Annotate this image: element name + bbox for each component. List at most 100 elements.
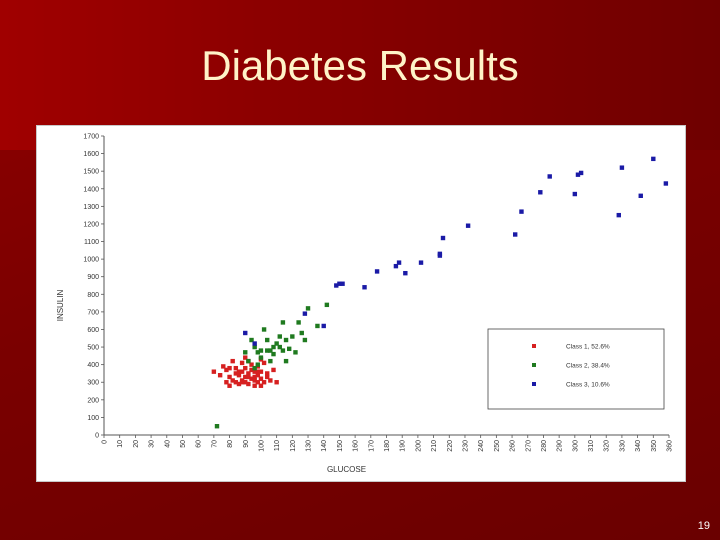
data-point-class-1: [243, 380, 248, 385]
data-point-class-1: [265, 371, 270, 376]
x-tick-label: 170: [368, 440, 375, 452]
data-point-class-2: [258, 355, 264, 360]
data-point-class-3: [252, 341, 257, 346]
y-tick-label: 1600: [83, 151, 99, 158]
legend-entry: Class 2, 38.4%: [566, 363, 610, 370]
data-point-class-3: [619, 165, 625, 170]
data-point-class-1: [239, 380, 245, 385]
y-tick-label: 1300: [83, 204, 99, 211]
data-point-class-1: [236, 373, 242, 378]
data-point-class-3: [396, 260, 402, 265]
data-point-class-2: [274, 341, 279, 346]
data-point-class-3: [663, 181, 669, 186]
data-point-class-1: [261, 360, 267, 366]
x-tick-label: 160: [353, 440, 360, 452]
data-point-class-3: [403, 270, 408, 276]
data-point-class-2: [280, 320, 286, 325]
data-point-class-1: [252, 378, 257, 383]
data-point-class-1: [221, 364, 226, 369]
legend-swatch: [532, 363, 536, 367]
x-tick-label: 0: [102, 440, 109, 444]
chart-frame: 0 100 200 300 400 500 600 700 800 900 1000 1100 1200…: [36, 125, 686, 482]
x-tick-label: 310: [588, 440, 595, 452]
x-tick-label: 250: [494, 440, 501, 452]
data-point-class-2: [265, 348, 270, 353]
data-point-class-2: [268, 358, 273, 364]
data-point-class-1: [249, 362, 254, 367]
x-tick-label: 50: [180, 440, 187, 448]
y-tick-label: 400: [87, 362, 99, 369]
data-point-class-1: [252, 383, 257, 388]
data-point-class-1: [239, 369, 245, 374]
legend-swatch: [532, 382, 536, 386]
y-tick-label: 0: [95, 433, 99, 440]
data-point-class-2: [249, 337, 254, 343]
data-point-class-3: [302, 311, 308, 316]
data-point-class-2: [280, 348, 286, 353]
data-point-class-2: [271, 351, 276, 357]
y-tick-label: 1000: [83, 257, 99, 264]
data-point-class-3: [638, 193, 643, 198]
data-point-class-2: [302, 337, 308, 343]
data-point-class-1: [255, 369, 261, 374]
data-point-class-3: [437, 253, 443, 258]
data-point-class-2: [268, 348, 273, 353]
data-point-class-1: [227, 374, 232, 380]
data-point-class-3: [374, 269, 380, 274]
data-point-class-2: [286, 346, 292, 352]
data-point-class-3: [440, 235, 446, 241]
data-point-class-3: [321, 323, 326, 329]
data-point-class-3: [512, 232, 518, 237]
x-tick-label: 190: [400, 440, 407, 452]
x-tick-label: 130: [306, 440, 313, 452]
x-tick-label: 90: [243, 440, 250, 448]
data-point-class-2: [246, 358, 251, 364]
slide-number: 19: [697, 520, 710, 532]
data-point-class-1: [233, 380, 239, 385]
legend-swatch: [532, 344, 536, 348]
data-point-class-2: [305, 306, 311, 311]
data-point-class-1: [227, 383, 232, 388]
y-tick-label: 200: [87, 397, 99, 404]
data-point-class-1: [261, 380, 267, 385]
data-point-class-2: [277, 334, 282, 339]
x-tick-label: 120: [290, 440, 297, 452]
data-point-class-1: [258, 369, 264, 374]
y-tick-label: 1100: [84, 239, 99, 246]
data-point-class-1: [265, 374, 270, 380]
x-tick-label: 270: [525, 440, 532, 452]
data-point-class-1: [271, 367, 276, 373]
data-point-class-1: [252, 369, 257, 374]
x-tick-label: 100: [258, 440, 265, 452]
data-point-class-1: [268, 378, 273, 383]
data-point-class-1: [258, 383, 264, 388]
data-point-class-1: [246, 371, 251, 376]
y-tick-label: 100: [87, 415, 99, 422]
data-point-class-1: [233, 365, 239, 371]
data-point-class-1: [246, 381, 251, 387]
data-point-class-2: [296, 320, 301, 325]
x-tick-label: 320: [604, 440, 611, 452]
data-point-class-1: [230, 378, 235, 383]
legend-box: [487, 328, 665, 410]
data-point-class-1: [239, 360, 245, 366]
data-point-class-1: [243, 355, 248, 360]
x-tick-label: 10: [117, 440, 124, 448]
x-tick-label: 290: [557, 440, 564, 452]
data-point-class-1: [243, 365, 248, 371]
data-point-class-1: [211, 369, 217, 374]
data-point-class-3: [334, 283, 339, 288]
y-tick-label: 900: [87, 274, 99, 281]
data-point-class-1: [236, 369, 242, 374]
y-tick-label: 500: [87, 345, 99, 352]
data-point-class-3: [575, 172, 581, 177]
x-tick-label: 280: [541, 440, 548, 452]
data-point-class-2: [293, 350, 298, 355]
x-tick-label: 20: [133, 440, 140, 448]
x-tick-label: 300: [572, 440, 579, 452]
x-axis-label: GLUCOSE: [327, 465, 366, 474]
data-point-class-1: [227, 365, 232, 371]
data-point-class-2: [299, 330, 304, 336]
data-point-class-1: [243, 374, 248, 380]
data-point-class-3: [340, 281, 345, 286]
